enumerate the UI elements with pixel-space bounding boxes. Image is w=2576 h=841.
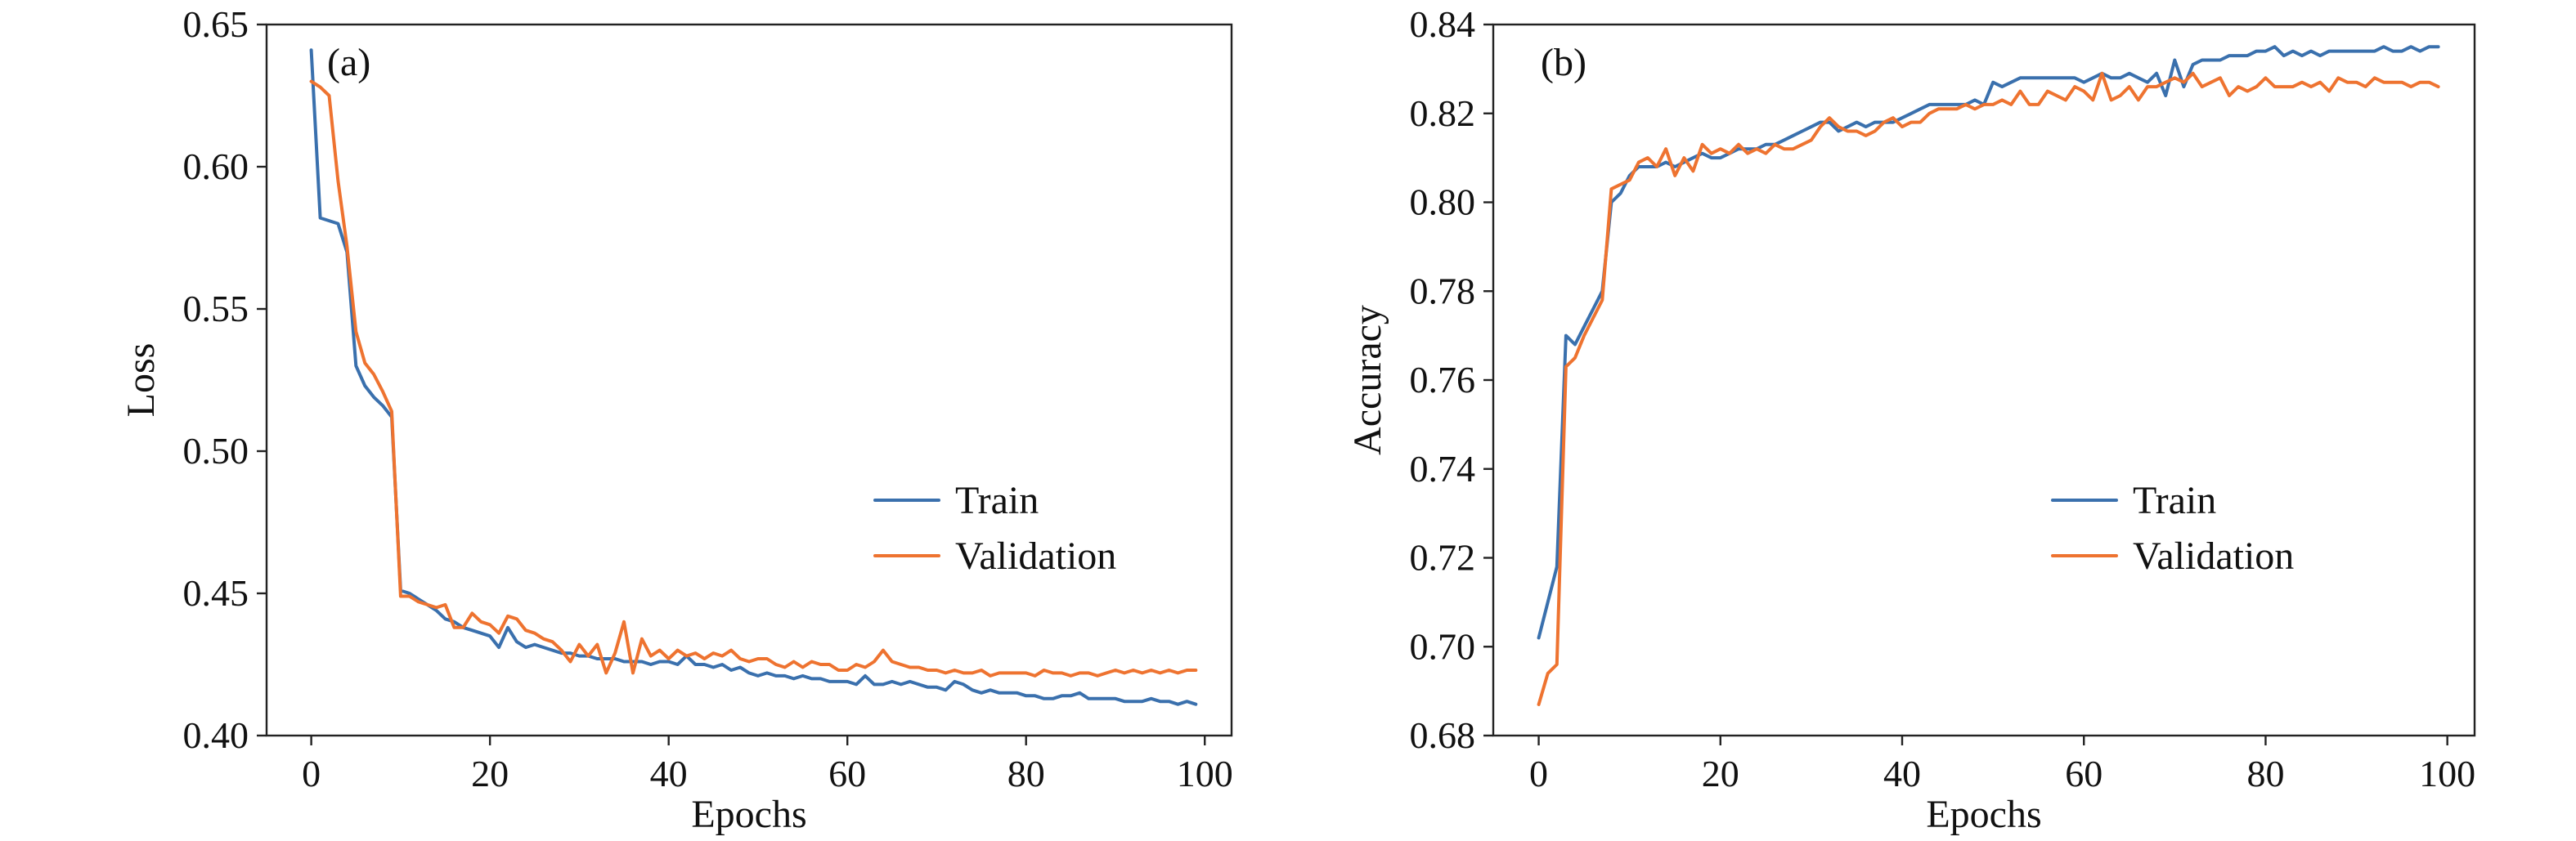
accuracy-train-line	[1537, 45, 2440, 640]
accuracy-validation-line	[1537, 71, 2440, 706]
accuracy-x-ticks: 0 20 40 60 80 100	[1529, 736, 2475, 794]
loss-x-axis-title: Epochs	[691, 793, 806, 836]
loss-y-tick-label: 0.50	[183, 430, 249, 472]
loss-y-axis-title: Loss	[119, 343, 163, 418]
loss-plot-frame	[265, 23, 1233, 737]
loss-chart-panel: 0.40 0.45 0.50 0.55 0.60 0.65 0 20 40 60 80 100 (a…	[119, 3, 1233, 836]
accuracy-y-tick-label: 0.70	[1410, 625, 1476, 667]
loss-y-tick-label: 0.60	[183, 145, 249, 187]
accuracy-panel-label: (b)	[1541, 41, 1586, 84]
loss-series	[309, 48, 1198, 706]
loss-x-ticks: 0 20 40 60 80 100	[302, 736, 1233, 794]
accuracy-y-tick-label: 0.76	[1410, 359, 1476, 400]
loss-legend: Train Validation	[873, 479, 1116, 578]
accuracy-y-tick-label: 0.80	[1410, 181, 1476, 223]
accuracy-x-tick-label: 20	[1702, 753, 1739, 794]
accuracy-y-tick-label: 0.82	[1410, 92, 1476, 134]
loss-legend-validation-label: Validation	[955, 535, 1116, 578]
accuracy-x-tick-label: 80	[2246, 753, 2284, 794]
loss-x-tick-label: 100	[1177, 753, 1233, 794]
accuracy-x-tick-label: 60	[2065, 753, 2103, 794]
accuracy-y-ticks: 0.68 0.70 0.72 0.74 0.76 0.78 0.80 0.82 0.84	[1410, 3, 1493, 756]
accuracy-y-axis-title: Accuracy	[1346, 305, 1389, 455]
loss-y-tick-label: 0.55	[183, 288, 249, 329]
accuracy-x-tick-label: 0	[1529, 753, 1548, 794]
loss-x-tick-label: 0	[302, 753, 321, 794]
accuracy-y-tick-label: 0.74	[1410, 448, 1476, 490]
accuracy-legend-validation-label: Validation	[2133, 535, 2294, 578]
loss-panel-label: (a)	[327, 41, 370, 84]
accuracy-series	[1537, 45, 2440, 706]
accuracy-y-tick-label: 0.84	[1410, 3, 1476, 45]
loss-x-tick-label: 60	[828, 753, 866, 794]
loss-train-line	[309, 48, 1198, 706]
loss-y-ticks: 0.40 0.45 0.50 0.55 0.60 0.65	[183, 3, 267, 756]
accuracy-y-tick-label: 0.72	[1410, 537, 1476, 579]
accuracy-y-tick-label: 0.68	[1410, 714, 1476, 756]
accuracy-y-tick-label: 0.78	[1410, 270, 1476, 311]
loss-legend-train-label: Train	[955, 479, 1039, 522]
accuracy-legend-train-label: Train	[2133, 479, 2216, 522]
loss-validation-line	[309, 79, 1198, 678]
accuracy-plot-frame	[1492, 23, 2476, 737]
loss-x-tick-label: 40	[650, 753, 688, 794]
loss-y-tick-label: 0.45	[183, 572, 249, 614]
accuracy-x-tick-label: 100	[2419, 753, 2475, 794]
accuracy-chart-panel: 0.68 0.70 0.72 0.74 0.76 0.78 0.80 0.82 0.84 0 20…	[1346, 3, 2476, 836]
loss-y-tick-label: 0.65	[183, 3, 249, 45]
accuracy-x-axis-title: Epochs	[1926, 793, 2041, 836]
loss-y-tick-label: 0.40	[183, 714, 249, 756]
loss-x-tick-label: 80	[1008, 753, 1045, 794]
accuracy-x-tick-label: 40	[1883, 753, 1921, 794]
accuracy-legend: Train Validation	[2051, 479, 2294, 578]
loss-x-tick-label: 20	[471, 753, 509, 794]
